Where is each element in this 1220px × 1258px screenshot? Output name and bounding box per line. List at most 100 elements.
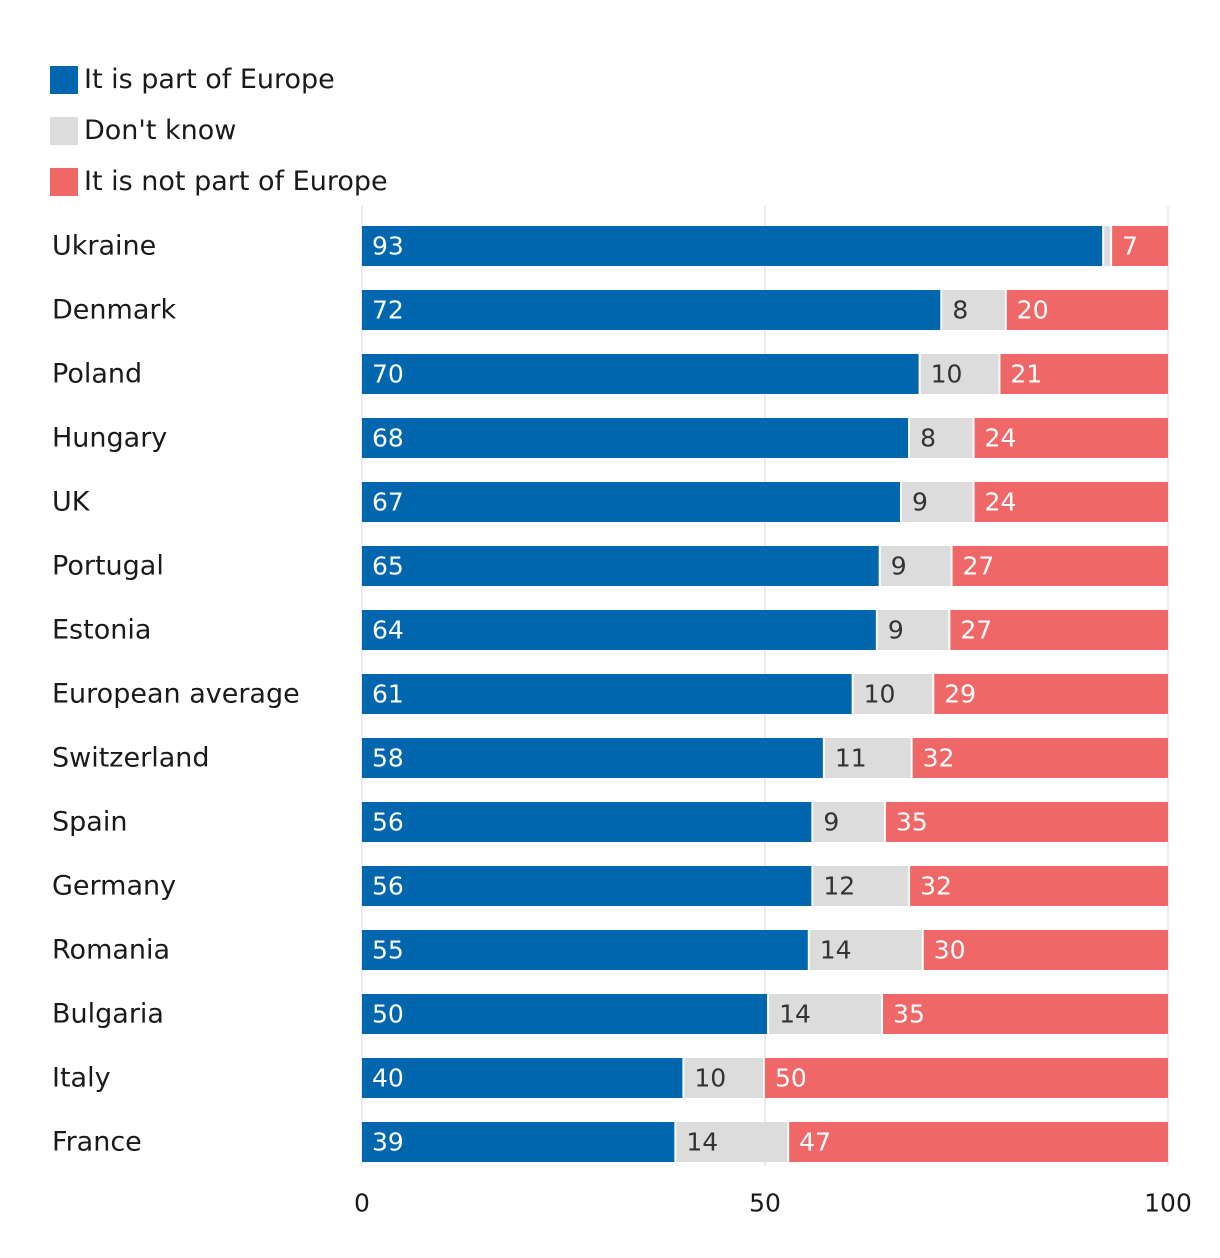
- value-label: 21: [1010, 360, 1042, 389]
- category-label: Denmark: [52, 295, 176, 326]
- bar-segment: [362, 546, 879, 586]
- value-label: 9: [891, 552, 907, 581]
- value-label: 61: [372, 680, 404, 709]
- category-label: Italy: [52, 1063, 111, 1094]
- category-label: Hungary: [52, 423, 167, 454]
- value-label: 50: [775, 1064, 807, 1093]
- value-label: 67: [372, 488, 404, 517]
- category-label: Bulgaria: [52, 999, 164, 1030]
- category-label: UK: [52, 487, 91, 518]
- bar-segment: [1000, 354, 1168, 394]
- bar-segment: [362, 1122, 675, 1162]
- bar-segment: [362, 1058, 683, 1098]
- bar-segment: [910, 418, 973, 458]
- value-label: 30: [934, 936, 966, 965]
- bar-segment: [765, 1058, 1168, 1098]
- bar-segment: [362, 418, 909, 458]
- value-label: 8: [952, 296, 968, 325]
- value-label: 24: [985, 488, 1017, 517]
- bar-segment: [676, 1122, 788, 1162]
- bar-segment: [824, 738, 911, 778]
- bar-segment: [885, 802, 1168, 842]
- bar-segment: [902, 482, 973, 522]
- bar-segment: [362, 674, 852, 714]
- value-label: 47: [799, 1128, 831, 1157]
- bar-segment: [684, 1058, 763, 1098]
- value-label: 32: [923, 744, 955, 773]
- category-label: Switzerland: [52, 743, 210, 774]
- category-label: Germany: [52, 871, 176, 902]
- value-label: 29: [944, 680, 976, 709]
- value-label: 24: [985, 424, 1017, 453]
- bar-segment: [880, 546, 951, 586]
- bar-segment: [877, 610, 949, 650]
- bar-segment: [362, 354, 919, 394]
- value-label: 40: [372, 1064, 404, 1093]
- legend-item: It is part of Europe: [50, 54, 388, 105]
- bar-segment: [362, 930, 808, 970]
- category-label: Romania: [52, 935, 170, 966]
- value-label: 64: [372, 616, 404, 645]
- value-label: 10: [931, 360, 963, 389]
- value-label: 50: [372, 1000, 404, 1029]
- value-label: 14: [820, 936, 852, 965]
- bar-segment: [1104, 226, 1111, 266]
- value-label: 35: [893, 1000, 925, 1029]
- bar-segment: [883, 994, 1168, 1034]
- bar-segment: [920, 354, 999, 394]
- category-label: Ukraine: [52, 231, 156, 262]
- bar-segment: [362, 802, 812, 842]
- bar-segment: [809, 930, 922, 970]
- bar-segment: [912, 738, 1168, 778]
- value-label: 11: [835, 744, 867, 773]
- legend-swatch: [50, 65, 78, 94]
- bar-segment: [950, 610, 1168, 650]
- bar-segment: [362, 866, 812, 906]
- legend-label: It is part of Europe: [84, 64, 335, 95]
- legend-swatch: [50, 116, 78, 145]
- value-label: 65: [372, 552, 404, 581]
- value-label: 55: [372, 936, 404, 965]
- legend-swatch: [50, 167, 78, 196]
- value-label: 14: [686, 1128, 718, 1157]
- bar-segment: [362, 290, 941, 330]
- value-label: 58: [372, 744, 404, 773]
- bar-segment: [853, 674, 933, 714]
- value-label: 20: [1017, 296, 1049, 325]
- legend-item: Don't know: [50, 105, 388, 156]
- bar-segment: [813, 866, 909, 906]
- value-label: 70: [372, 360, 404, 389]
- category-label: Spain: [52, 807, 127, 838]
- legend-label: It is not part of Europe: [84, 166, 388, 197]
- value-label: 12: [823, 872, 855, 901]
- value-label: 68: [372, 424, 404, 453]
- bar-segment: [813, 802, 884, 842]
- bar-segment: [974, 418, 1168, 458]
- bar-segment: [910, 866, 1168, 906]
- bar-segment: [362, 226, 1103, 266]
- legend-label: Don't know: [84, 115, 237, 146]
- category-label: France: [52, 1127, 142, 1158]
- category-label: Estonia: [52, 615, 151, 646]
- value-label: 56: [372, 808, 404, 837]
- legend: It is part of Europe Don't know It is not …: [50, 54, 388, 207]
- value-label: 10: [864, 680, 896, 709]
- value-label: 72: [372, 296, 404, 325]
- bar-segment: [362, 994, 768, 1034]
- bar-segment: [362, 610, 876, 650]
- bar-segment: [789, 1122, 1168, 1162]
- value-label: 93: [372, 232, 404, 261]
- category-label: European average: [52, 679, 300, 710]
- x-tick-label: 100: [1144, 1189, 1192, 1218]
- category-label: Portugal: [52, 551, 164, 582]
- value-label: 14: [779, 1000, 811, 1029]
- value-label: 39: [372, 1128, 404, 1157]
- value-label: 56: [372, 872, 404, 901]
- legend-item: It is not part of Europe: [50, 156, 388, 207]
- value-label: 32: [920, 872, 952, 901]
- bar-segment: [974, 482, 1168, 522]
- value-label: 9: [912, 488, 928, 517]
- bar-segment: [952, 546, 1168, 586]
- value-label: 27: [960, 616, 992, 645]
